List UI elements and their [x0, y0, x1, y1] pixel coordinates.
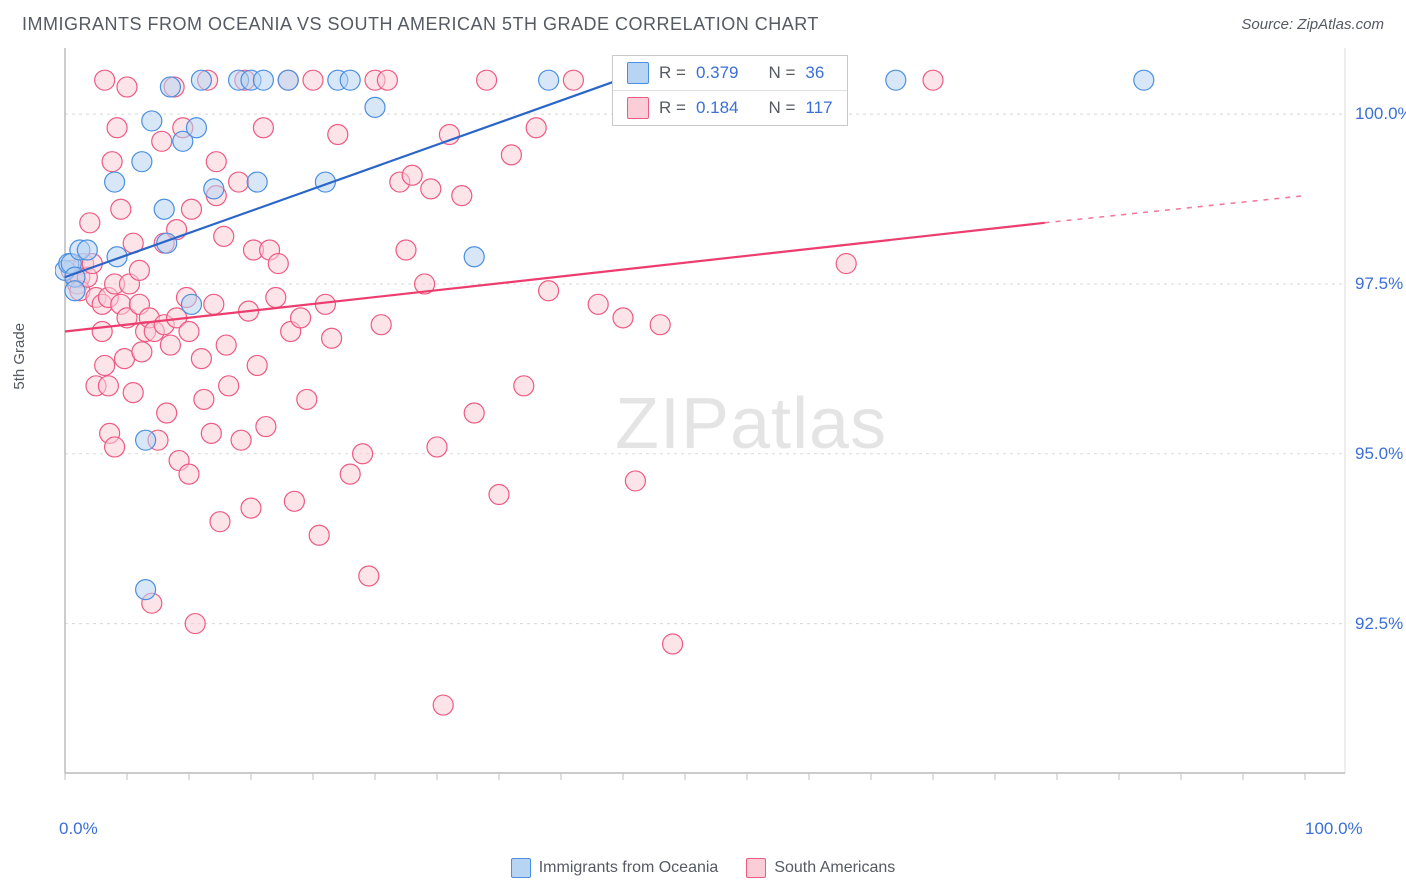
y-tick-label: 97.5%: [1355, 274, 1403, 294]
y-tick-label: 92.5%: [1355, 614, 1403, 634]
source-name: ZipAtlas.com: [1297, 16, 1384, 33]
stats-row-oceania: R = 0.379 N = 36: [613, 56, 847, 91]
stats-swatch-oceania: [627, 62, 649, 84]
legend-item-south-americans: South Americans: [746, 858, 895, 878]
x-range-label-left: 0.0%: [59, 819, 98, 839]
stats-n-label: N =: [768, 63, 795, 83]
y-tick-label: 95.0%: [1355, 444, 1403, 464]
stats-swatch-south_americans: [627, 97, 649, 119]
legend-label-oceania: Immigrants from Oceania: [539, 859, 719, 877]
stats-r-value: 0.184: [696, 98, 739, 118]
x-range-label-right: 100.0%: [1305, 819, 1363, 839]
legend-swatch-oceania: [511, 858, 531, 878]
chart-area: 5th Grade ZIPatlas R = 0.379 N = 36 R = …: [55, 43, 1381, 803]
legend-item-oceania: Immigrants from Oceania: [511, 858, 719, 878]
bottom-legend: Immigrants from Oceania South Americans: [0, 858, 1406, 878]
stats-n-label: N =: [768, 98, 795, 118]
stats-r-value: 0.379: [696, 63, 739, 83]
scatter-chart-svg: [55, 43, 1361, 803]
chart-header: IMMIGRANTS FROM OCEANIA VS SOUTH AMERICA…: [0, 0, 1406, 43]
legend-swatch-south-americans: [746, 858, 766, 878]
stats-legend-box: R = 0.379 N = 36 R = 0.184 N = 117: [612, 55, 848, 126]
y-axis-label: 5th Grade: [11, 323, 28, 390]
stats-r-label: R =: [659, 63, 686, 83]
legend-label-south-americans: South Americans: [774, 859, 895, 877]
stats-n-value: 36: [805, 63, 824, 83]
y-tick-label: 100.0%: [1355, 104, 1406, 124]
chart-title: IMMIGRANTS FROM OCEANIA VS SOUTH AMERICA…: [22, 14, 819, 35]
stats-n-value: 117: [805, 98, 832, 118]
source-prefix: Source:: [1241, 16, 1297, 33]
stats-r-label: R =: [659, 98, 686, 118]
stats-row-south_americans: R = 0.184 N = 117: [613, 91, 847, 125]
chart-source: Source: ZipAtlas.com: [1241, 16, 1384, 33]
